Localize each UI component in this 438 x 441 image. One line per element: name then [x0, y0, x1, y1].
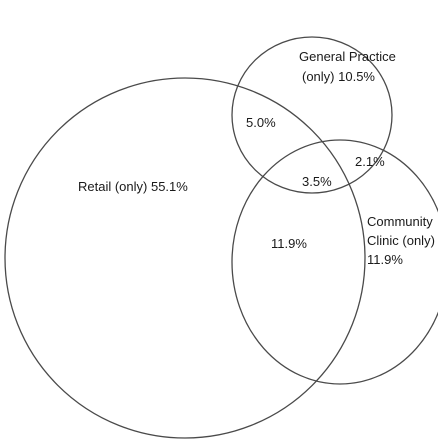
retail-circle — [4, 77, 366, 439]
community-clinic-only-label-line1: Community — [367, 214, 433, 229]
general-practice-only-label-line2: (only) 10.5% — [302, 69, 375, 84]
gp-cc-overlap-value: 2.1% — [355, 154, 385, 169]
community-clinic-only-label-line3: 11.9% — [367, 252, 403, 267]
community-clinic-only-label-line2: Clinic (only) — [367, 233, 435, 248]
general-practice-only-label-line1: General Practice — [299, 49, 396, 64]
all-three-overlap-value: 3.5% — [302, 174, 332, 189]
retail-only-label: Retail (only) 55.1% — [78, 179, 188, 194]
retail-gp-overlap-value: 5.0% — [246, 115, 276, 130]
general-practice-circle — [231, 36, 393, 194]
community-clinic-circle — [231, 139, 438, 385]
retail-cc-overlap-value: 11.9% — [271, 236, 307, 251]
